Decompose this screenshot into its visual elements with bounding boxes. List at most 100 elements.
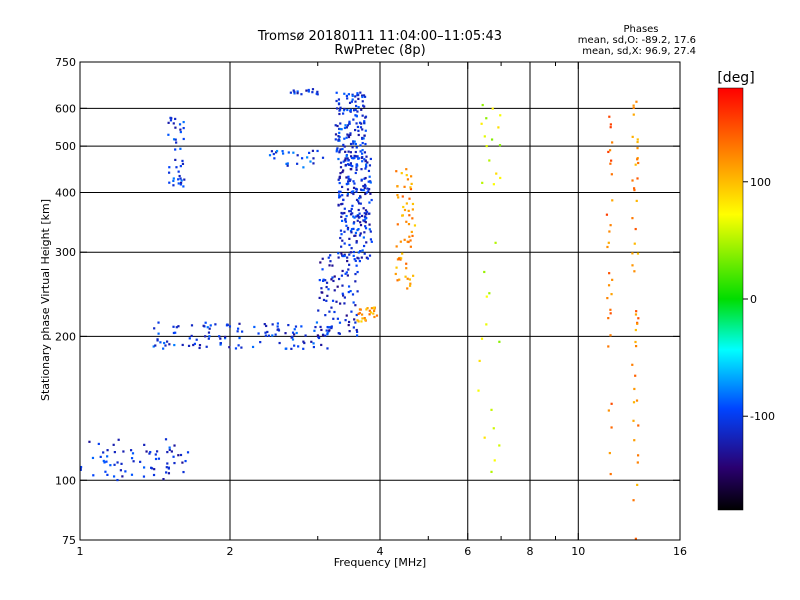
- data-point: [368, 224, 370, 226]
- data-point: [360, 189, 362, 191]
- data-point: [350, 109, 352, 111]
- data-point: [493, 427, 495, 429]
- data-point: [410, 175, 412, 177]
- data-point: [365, 130, 367, 132]
- data-point: [637, 317, 639, 319]
- y-axis-ticks: 75 100 200 300 400 500 600 750: [55, 56, 680, 547]
- data-point: [165, 438, 167, 440]
- x-tick-label: 10: [571, 545, 585, 558]
- data-point: [635, 101, 637, 103]
- data-point: [335, 133, 337, 135]
- data-point: [349, 178, 351, 180]
- data-point: [340, 216, 342, 218]
- data-point: [206, 346, 208, 348]
- data-point: [481, 123, 483, 125]
- data-point: [316, 150, 318, 152]
- data-point: [180, 165, 182, 167]
- data-point: [611, 141, 613, 143]
- data-point: [179, 129, 181, 131]
- data-point: [356, 290, 358, 292]
- data-point: [320, 344, 322, 346]
- data-point: [326, 329, 328, 331]
- data-point: [336, 150, 338, 152]
- data-point: [276, 150, 278, 152]
- data-point: [365, 241, 367, 243]
- data-point: [158, 458, 160, 460]
- data-point: [182, 163, 184, 165]
- data-point: [347, 176, 349, 178]
- data-point: [338, 113, 340, 115]
- data-point: [610, 293, 612, 295]
- x-tick-label: 1: [77, 545, 84, 558]
- data-point: [344, 273, 346, 275]
- data-point: [636, 484, 638, 486]
- data-point: [317, 93, 319, 95]
- data-point: [346, 126, 348, 128]
- data-point: [358, 106, 360, 108]
- data-point: [484, 437, 486, 439]
- plot-grid: [80, 62, 680, 540]
- data-point: [635, 228, 637, 230]
- data-point: [359, 312, 361, 314]
- data-point: [373, 307, 375, 309]
- y-tick-label: 750: [55, 56, 76, 69]
- data-point: [172, 326, 174, 328]
- data-point: [364, 218, 366, 220]
- data-point: [114, 451, 116, 453]
- data-point: [328, 257, 330, 259]
- data-point: [349, 134, 351, 136]
- data-point: [344, 242, 346, 244]
- data-point: [361, 160, 363, 162]
- data-point: [360, 150, 362, 152]
- data-point: [327, 288, 329, 290]
- data-point: [183, 138, 185, 140]
- data-point: [166, 462, 168, 464]
- x-axis-ticks: 1 2 4 6 8 10 16: [77, 62, 688, 558]
- data-point: [495, 173, 497, 175]
- data-point: [347, 268, 349, 270]
- data-point: [409, 239, 411, 241]
- y-tick-label: 400: [55, 186, 76, 199]
- data-point: [319, 326, 321, 328]
- data-point: [174, 118, 176, 120]
- data-point: [199, 347, 201, 349]
- data-point: [337, 318, 339, 320]
- data-point: [365, 166, 367, 168]
- data-point: [359, 195, 361, 197]
- data-point: [369, 193, 371, 195]
- data-point: [312, 162, 314, 164]
- data-point: [355, 143, 357, 145]
- data-point: [332, 318, 334, 320]
- data-point: [346, 215, 348, 217]
- data-point: [203, 325, 205, 327]
- stats-heading: Phases: [623, 24, 658, 35]
- data-point: [342, 255, 344, 257]
- data-point: [358, 209, 360, 211]
- data-point: [322, 258, 324, 260]
- data-point: [183, 127, 185, 129]
- data-point: [365, 156, 367, 158]
- data-point: [370, 158, 372, 160]
- data-point: [168, 172, 170, 174]
- data-point: [635, 310, 637, 312]
- data-point: [356, 155, 358, 157]
- data-point: [339, 172, 341, 174]
- data-point: [354, 258, 356, 260]
- data-point: [637, 454, 639, 456]
- data-point: [354, 321, 356, 323]
- data-point: [330, 307, 332, 309]
- data-point: [328, 329, 330, 331]
- data-point: [341, 186, 343, 188]
- data-point: [396, 245, 398, 247]
- data-point: [360, 224, 362, 226]
- data-point: [100, 456, 102, 458]
- data-point: [358, 157, 360, 159]
- data-point: [355, 191, 357, 193]
- data-point: [252, 346, 254, 348]
- data-point: [287, 165, 289, 167]
- data-point: [169, 446, 171, 448]
- data-point: [348, 321, 350, 323]
- data-point: [348, 324, 350, 326]
- data-point: [411, 183, 413, 185]
- data-point: [309, 160, 311, 162]
